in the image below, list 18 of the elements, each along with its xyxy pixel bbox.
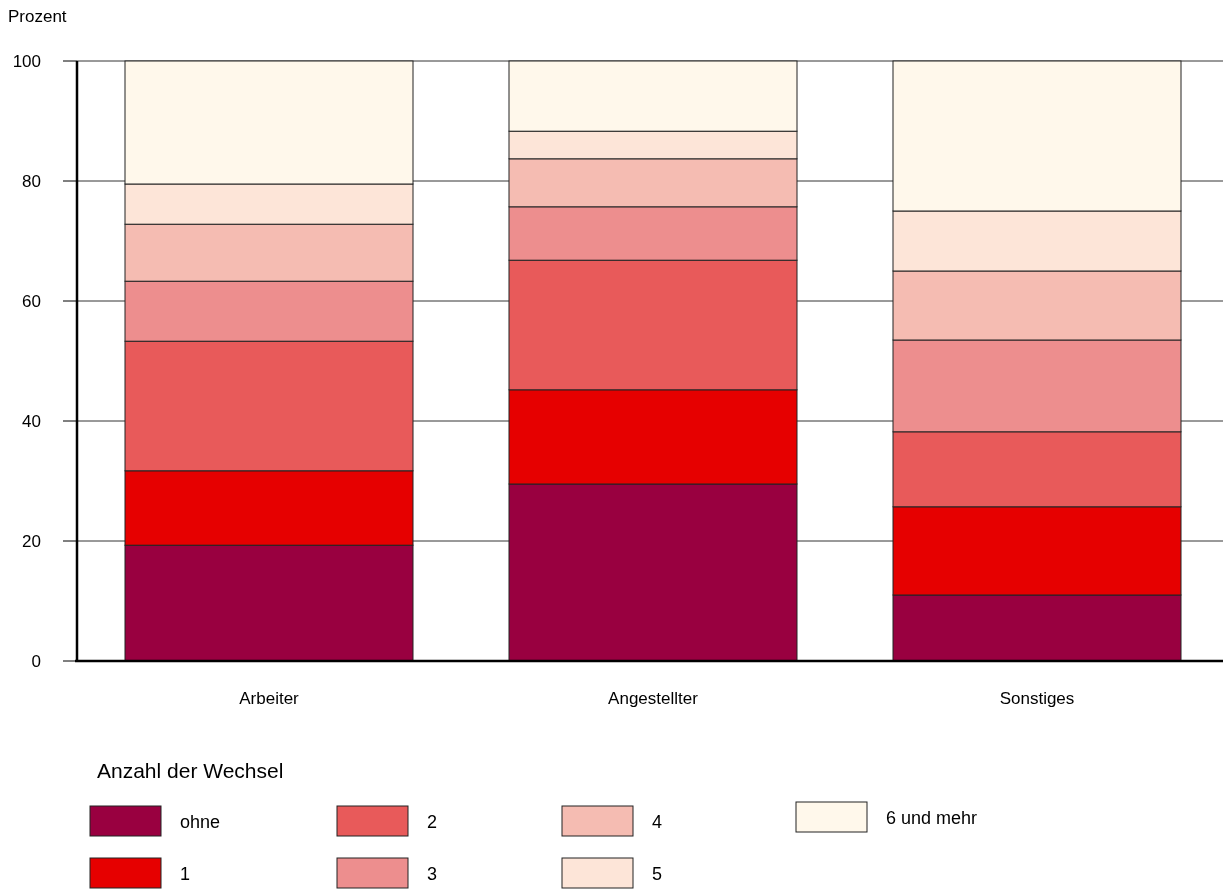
x-tick-label: Sonstiges — [999, 689, 1075, 708]
y-tick-label: 40 — [22, 411, 41, 431]
legend-label: 4 — [652, 812, 663, 832]
legend-label: 6 und mehr — [886, 808, 978, 828]
legend-label: 3 — [427, 864, 438, 884]
legend-label: 2 — [427, 812, 438, 832]
y-tick-label: 20 — [22, 531, 41, 551]
y-tick-label: 0 — [31, 651, 41, 671]
x-tick-label: Angestellter — [608, 689, 699, 708]
y-tick-label: 80 — [22, 171, 41, 191]
x-tick-label: Arbeiter — [239, 689, 300, 708]
y-axis-title: Prozent — [8, 7, 67, 26]
y-tick-label: 60 — [22, 291, 41, 311]
y-tick-label: 100 — [12, 51, 41, 71]
legend-label: ohne — [180, 812, 221, 832]
legend-label: 1 — [180, 864, 191, 884]
legend-label: 5 — [652, 864, 663, 884]
legend-title: Anzahl der Wechsel — [97, 759, 284, 782]
